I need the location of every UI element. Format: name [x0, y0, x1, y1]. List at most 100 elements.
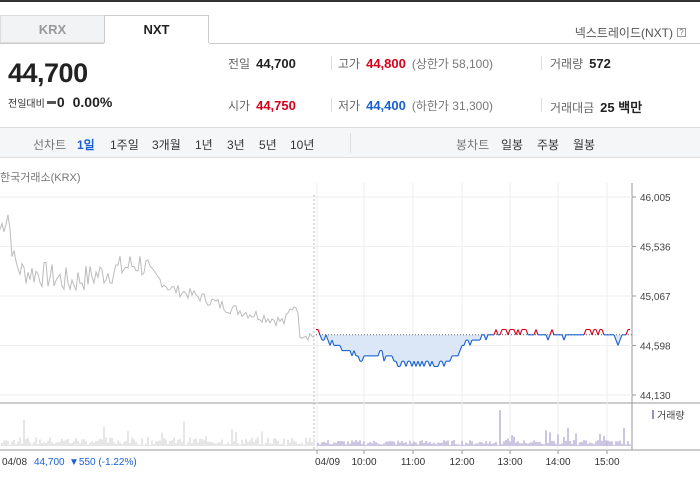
period-10y-button[interactable]: 10년 — [290, 138, 315, 152]
price-segment-down — [617, 339, 621, 346]
tab-divider — [0, 43, 104, 44]
price-segment-up — [597, 329, 601, 335]
candle-daily-button[interactable]: 일봉 — [501, 138, 524, 152]
price-segment-down — [403, 361, 407, 367]
price-segment-down — [325, 334, 329, 341]
y-tick-label: 45,536 — [640, 243, 671, 254]
price-segment-up — [507, 329, 511, 335]
price-segment-down — [415, 361, 419, 367]
candle-chart-label: 봉차트 — [456, 138, 490, 152]
chart-period-bar: 선차트 1일 1주일 3개월 1년 3년 5년 10년 봉차트 일봉 주봉 월봉 — [0, 127, 700, 158]
previous-day-date: 04/08 — [2, 457, 27, 468]
price-segment-down — [349, 350, 353, 357]
info-prev-value: 44,700 — [256, 56, 296, 71]
price-segment-up — [625, 329, 629, 335]
current-price: 44,700 — [8, 58, 88, 88]
price-segment-down — [327, 339, 331, 346]
info-amount-label: 거래대금 — [550, 101, 595, 115]
price-segment-down — [547, 334, 551, 341]
flat-icon — [46, 100, 56, 104]
price-segment-down — [561, 334, 565, 341]
y-tick-label: 44,598 — [640, 342, 671, 353]
price-segment-up — [535, 329, 539, 335]
period-3y-button[interactable]: 3년 — [227, 138, 245, 152]
below-reference-area — [316, 334, 630, 367]
price-segment-up — [595, 329, 599, 335]
price-segment-down — [615, 339, 619, 346]
info-open-label: 시가 — [228, 99, 251, 113]
x-tick-label: 11:00 — [401, 457, 426, 468]
price-segment-up — [549, 329, 553, 335]
candle-monthly-button[interactable]: 월봉 — [573, 138, 596, 152]
price-segment-down — [419, 361, 423, 367]
info-open: 시가 44,750 — [228, 97, 296, 114]
tab-divider — [209, 43, 700, 44]
info-low: 저가 44,400 (하한가 31,300) — [338, 97, 493, 114]
change-value: 0 — [56, 94, 65, 110]
volume-legend-swatch — [652, 410, 654, 419]
price-segment-up — [515, 329, 519, 335]
price-segment-up — [589, 329, 593, 335]
price-segment-down — [449, 355, 453, 362]
price-segment-down — [479, 334, 483, 341]
help-icon[interactable]: ? — [677, 28, 686, 37]
tab-nxt[interactable]: NXT — [104, 15, 209, 43]
price-segment-down — [357, 355, 361, 362]
candle-weekly-button[interactable]: 주봉 — [537, 138, 560, 152]
price-segment-up — [317, 329, 321, 335]
x-tick-label: 13:00 — [497, 457, 522, 468]
period-3m-button[interactable]: 3개월 — [152, 138, 181, 152]
price-segment-up — [493, 329, 497, 335]
info-prev: 전일 44,700 — [228, 55, 296, 72]
price-segment-up — [517, 329, 521, 335]
price-segment-up — [505, 329, 509, 335]
period-1d-button[interactable]: 1일 — [77, 138, 95, 152]
x-tick-label: 10:00 — [351, 457, 376, 468]
price-segment-down — [391, 355, 395, 362]
price-segment-down — [545, 334, 549, 341]
price-segment-up — [519, 329, 523, 335]
price-segment-down — [399, 361, 403, 367]
tab-krx[interactable]: KRX — [0, 15, 104, 43]
info-low-limit: (하한가 31,300) — [411, 99, 494, 113]
price-segment-down — [427, 361, 431, 367]
period-1w-button[interactable]: 1주일 — [110, 138, 139, 152]
price-segment-down — [377, 350, 381, 357]
exchange-label: 넥스트레이드(NXT) ? — [575, 24, 686, 41]
price-segment-down — [469, 339, 473, 346]
previous-day-series-line — [0, 214, 315, 342]
info-high-limit: (상한가 58,100) — [411, 57, 494, 71]
price-segment-down — [421, 361, 425, 367]
info-high-value: 44,800 — [366, 56, 406, 71]
price-segment-down — [329, 339, 333, 346]
period-5y-button[interactable]: 5년 — [259, 138, 277, 152]
line-chart-label: 선차트 — [33, 138, 67, 152]
price-segment-down — [417, 361, 421, 367]
price-segment-down — [409, 361, 413, 367]
info-divider — [331, 98, 332, 112]
x-tick-label: 04/09 — [315, 457, 340, 468]
period-divider — [350, 133, 351, 153]
info-high: 고가 44,800 (상한가 58,100) — [338, 55, 493, 72]
period-1y-button[interactable]: 1년 — [195, 138, 213, 152]
info-volume-label: 거래량 — [550, 57, 584, 71]
price-segment-down — [323, 334, 327, 341]
price-segment-down — [381, 350, 385, 362]
price-segment-up — [533, 329, 537, 335]
x-tick-label: 15:00 — [594, 457, 619, 468]
price-segment-up — [495, 329, 499, 335]
y-tick-label: 46,005 — [640, 193, 671, 204]
info-amount: 거래대금 25 백만 — [550, 97, 642, 116]
y-tick-label: 45,067 — [640, 292, 671, 303]
price-segment-down — [353, 350, 357, 357]
data-source-label: 한국거래소(KRX) — [0, 172, 81, 184]
current-price-area: 44,700 — [8, 58, 88, 89]
info-volume: 거래량 572 — [550, 55, 611, 72]
info-divider — [541, 98, 542, 112]
price-segment-down — [457, 350, 461, 357]
change-row: 전일대비 0 0.00% — [8, 94, 112, 110]
price-segment-down — [413, 361, 417, 367]
x-tick-label: 12:00 — [449, 457, 474, 468]
info-divider — [331, 56, 332, 70]
